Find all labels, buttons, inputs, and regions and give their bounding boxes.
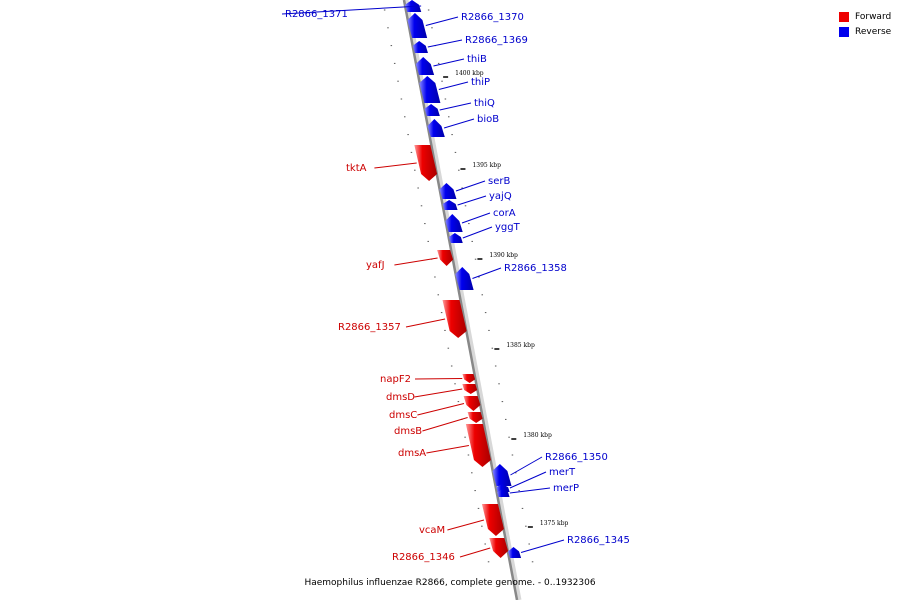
genome-caption: Haemophilus influenzae R2866, complete g…	[304, 578, 596, 588]
strand-legend: Forward Reverse	[839, 9, 891, 39]
gene-label-dmsc[interactable]: dmsC	[389, 410, 417, 421]
gene-label-dmsd[interactable]: dmsD	[386, 392, 415, 403]
leader-line-r2866_1370	[425, 16, 459, 26]
gene-feature-mert[interactable]	[496, 484, 510, 492]
gene-feature-biob[interactable]	[427, 119, 445, 137]
gene-feature-dmsb[interactable]	[467, 412, 483, 423]
gene-feature-dmsd[interactable]	[462, 384, 478, 394]
gene-feature-dmsc[interactable]	[463, 396, 481, 411]
leader-line-serb	[455, 180, 486, 192]
leader-line-vcam	[447, 519, 485, 531]
leader-line-napf2	[414, 378, 463, 380]
gene-features	[405, 0, 522, 558]
leader-line-mert	[509, 471, 547, 489]
gene-label-tkta[interactable]: tktA	[346, 163, 367, 174]
gene-label-thip[interactable]: thiP	[471, 77, 490, 88]
gene-feature-napf2[interactable]	[462, 374, 476, 383]
gene-label-r2866_1371[interactable]: R2866_1371	[285, 9, 348, 20]
reverse-swatch	[839, 26, 849, 37]
gene-label-r2866_1345[interactable]: R2866_1345	[567, 535, 630, 546]
legend-reverse: Reverse	[839, 24, 891, 39]
leader-line-thip	[438, 81, 469, 90]
gene-feature-merp[interactable]	[497, 489, 510, 497]
gene-label-vcam[interactable]: vcaM	[419, 525, 445, 536]
forward-swatch	[839, 11, 849, 22]
gene-label-dmsb[interactable]: dmsB	[394, 426, 422, 437]
leader-line-dmsc	[417, 403, 465, 416]
leader-line-yggt	[462, 226, 493, 239]
leader-line-cora	[461, 212, 491, 224]
gene-label-dmsa[interactable]: dmsA	[398, 448, 426, 459]
leader-line-biob	[443, 118, 475, 129]
gene-feature-dmsa[interactable]	[465, 424, 491, 467]
gene-feature-tkta[interactable]	[414, 145, 438, 181]
gene-feature-thiq[interactable]	[424, 104, 440, 116]
legend-forward-label: Forward	[855, 11, 892, 22]
gene-feature-r2866_1370[interactable]	[407, 13, 428, 38]
gene-label-r2866_1350[interactable]: R2866_1350	[545, 452, 608, 463]
leader-line-r2866_1350	[510, 456, 543, 476]
gene-feature-r2866_1346[interactable]	[489, 538, 509, 558]
gene-feature-yggt[interactable]	[448, 233, 463, 243]
scale-ticks: 1400 kbp 1395 kbp 1390 kbp 1385 kbp 1380 kbp…	[443, 70, 569, 528]
leader-line-r2866_1345	[520, 539, 565, 553]
gene-feature-r2866_1357[interactable]	[442, 300, 467, 338]
gene-feature-thib[interactable]	[415, 57, 435, 75]
leader-line-yafj	[394, 257, 438, 266]
scale-tick-label: 1380 kbp	[523, 432, 552, 439]
genome-backbone	[402, 0, 519, 600]
leader-line-dmsd	[414, 388, 463, 398]
gene-label-merp[interactable]: merP	[553, 483, 579, 494]
gene-label-yggt[interactable]: yggT	[495, 222, 521, 233]
leader-line-thiq	[439, 102, 472, 111]
gene-label-mert[interactable]: merT	[549, 467, 576, 478]
gene-label-r2866_1369[interactable]: R2866_1369	[465, 35, 528, 46]
gene-label-thib[interactable]: thiB	[467, 54, 487, 65]
gene-label-serb[interactable]: serB	[488, 176, 510, 187]
gene-label-napf2[interactable]: napF2	[380, 374, 411, 385]
gene-feature-thip[interactable]	[419, 76, 441, 103]
gene-label-thiq[interactable]: thiQ	[474, 98, 495, 109]
leader-line-r2866_1371	[281, 5, 422, 15]
gene-feature-r2866_1358[interactable]	[455, 267, 474, 290]
leader-line-r2866_1358	[472, 267, 502, 279]
scale-tick-label: 1385 kbp	[506, 342, 535, 349]
gene-label-yafj[interactable]: yafJ	[366, 260, 385, 271]
leader-line-dmsb	[422, 417, 468, 432]
leader-line-thib	[433, 58, 465, 67]
gene-label-cora[interactable]: corA	[493, 208, 516, 219]
label-leader-lines	[281, 5, 565, 558]
scale-tick-label: 1390 kbp	[489, 252, 518, 259]
gene-feature-yafj[interactable]	[437, 250, 454, 266]
gene-label-r2866_1357[interactable]: R2866_1357	[338, 322, 401, 333]
legend-forward: Forward	[839, 9, 891, 24]
scale-tick-label: 1375 kbp	[540, 520, 569, 527]
leader-line-yajq	[457, 195, 487, 206]
gene-feature-serb[interactable]	[439, 183, 457, 199]
gene-feature-r2866_1350[interactable]	[492, 464, 512, 486]
gene-label-r2866_1358[interactable]: R2866_1358	[504, 263, 567, 274]
gene-feature-yajq[interactable]	[442, 200, 458, 210]
leader-line-merp	[509, 487, 551, 494]
gene-feature-r2866_1369[interactable]	[412, 41, 428, 53]
scale-tick-label: 1400 kbp	[455, 70, 484, 77]
gene-feature-cora[interactable]	[445, 214, 463, 232]
gene-feature-r2866_1345[interactable]	[508, 547, 522, 558]
gene-feature-vcam[interactable]	[481, 504, 504, 536]
gene-labels: R2866_1371 R2866_1370 R2866_1369 thiB thiP th…	[285, 9, 630, 563]
leader-line-tkta	[374, 162, 417, 169]
scale-tick-label: 1395 kbp	[472, 162, 501, 169]
gene-label-r2866_1370[interactable]: R2866_1370	[461, 12, 524, 23]
gene-label-yajq[interactable]: yajQ	[489, 191, 512, 202]
gene-label-r2866_1346[interactable]: R2866_1346	[392, 552, 455, 563]
leader-line-r2866_1369	[427, 39, 463, 48]
gene-label-biob[interactable]: bioB	[477, 114, 499, 125]
leader-line-dmsa	[426, 445, 469, 454]
leader-line-r2866_1346	[459, 547, 491, 558]
legend-reverse-label: Reverse	[855, 26, 892, 37]
leader-line-r2866_1357	[405, 318, 446, 328]
